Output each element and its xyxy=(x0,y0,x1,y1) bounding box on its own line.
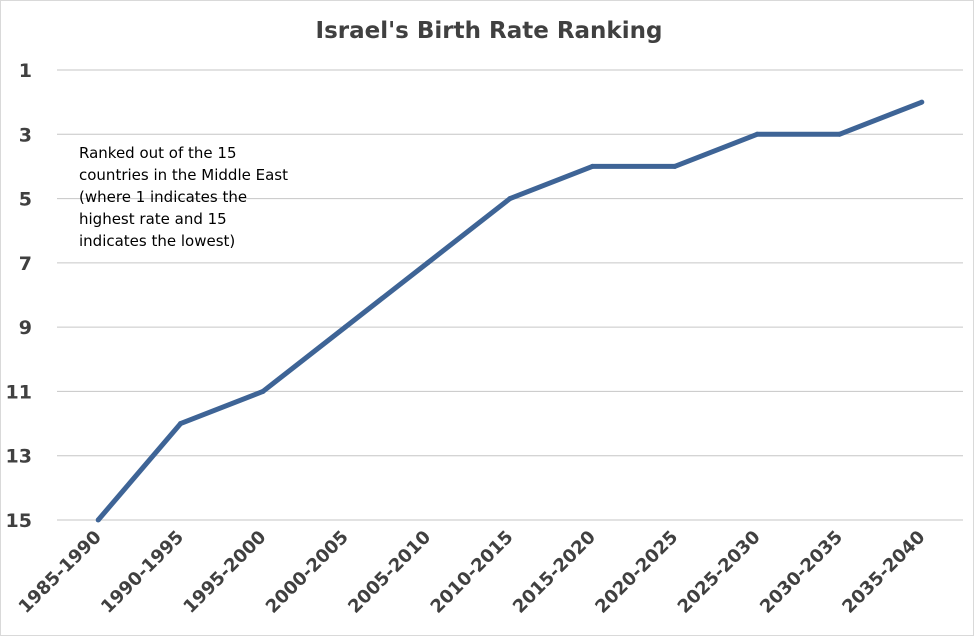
y-tick-label: 9 xyxy=(19,317,32,339)
annotation-line: Ranked out of the 15 xyxy=(79,144,237,162)
series-line xyxy=(96,99,923,522)
x-tick-label: 1995-2000 xyxy=(179,527,270,618)
data-point xyxy=(672,163,678,169)
data-point xyxy=(425,260,431,266)
annotation-line: highest rate and 15 xyxy=(79,210,227,228)
data-point xyxy=(589,163,595,169)
x-tick-label: 2005-2010 xyxy=(344,527,435,618)
y-tick-label: 11 xyxy=(6,381,32,403)
data-point xyxy=(507,196,513,202)
x-tick-label: 2010-2015 xyxy=(427,527,518,618)
y-tick-label: 3 xyxy=(19,124,32,146)
y-tick-label: 5 xyxy=(19,189,32,211)
data-point xyxy=(342,324,348,330)
data-point xyxy=(178,421,184,427)
data-point xyxy=(836,131,842,137)
x-tick-label: 2015-2020 xyxy=(509,527,600,618)
x-tick-label: 2000-2005 xyxy=(262,527,353,618)
x-tick-label: 2025-2030 xyxy=(674,527,765,618)
y-tick-label: 1 xyxy=(19,60,32,82)
y-tick-label: 13 xyxy=(6,446,32,468)
x-tick-label: 2035-2040 xyxy=(838,527,929,618)
data-point xyxy=(95,517,101,523)
y-tick-label: 15 xyxy=(6,510,32,532)
x-tick-label: 2020-2025 xyxy=(591,527,682,618)
x-tick-label: 1990-1995 xyxy=(97,527,188,618)
annotation-line: (where 1 indicates the xyxy=(79,188,247,206)
data-point xyxy=(919,99,925,105)
gridlines xyxy=(57,69,963,521)
x-axis-ticks: 1985-19901990-19951995-20002000-20052005… xyxy=(15,527,930,618)
x-tick-label: 1985-1990 xyxy=(15,527,106,618)
data-point xyxy=(260,388,266,394)
annotation-line: indicates the lowest) xyxy=(79,232,235,250)
chart-annotation: Ranked out of the 15 countries in the Mid… xyxy=(79,144,288,250)
data-point xyxy=(754,131,760,137)
x-tick-label: 2030-2035 xyxy=(756,527,847,618)
y-tick-label: 7 xyxy=(19,253,32,275)
annotation-line: countries in the Middle East xyxy=(79,166,288,184)
series-layer xyxy=(95,99,925,523)
chart-title: Israel's Birth Rate Ranking xyxy=(316,18,663,44)
